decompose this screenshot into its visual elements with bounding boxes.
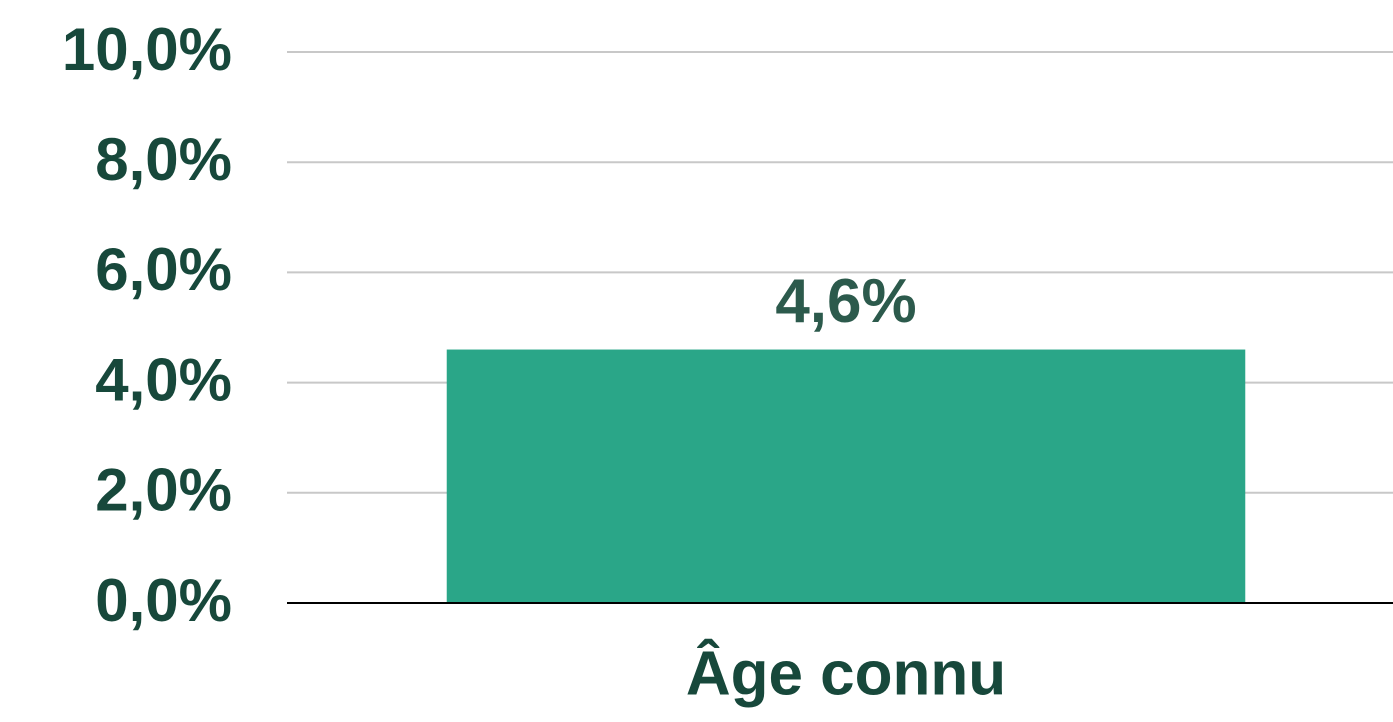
y-tick-label: 4,0% [95,346,232,413]
y-tick-label: 2,0% [95,457,232,524]
bar [446,349,1246,603]
y-tick-label: 6,0% [95,236,232,303]
y-tick-label: 10,0% [62,16,232,83]
data-label: 4,6% [775,267,916,336]
x-tick-label: Âge connu [686,639,1006,708]
y-tick-label: 0,0% [95,567,232,634]
y-tick-label: 8,0% [95,126,232,193]
